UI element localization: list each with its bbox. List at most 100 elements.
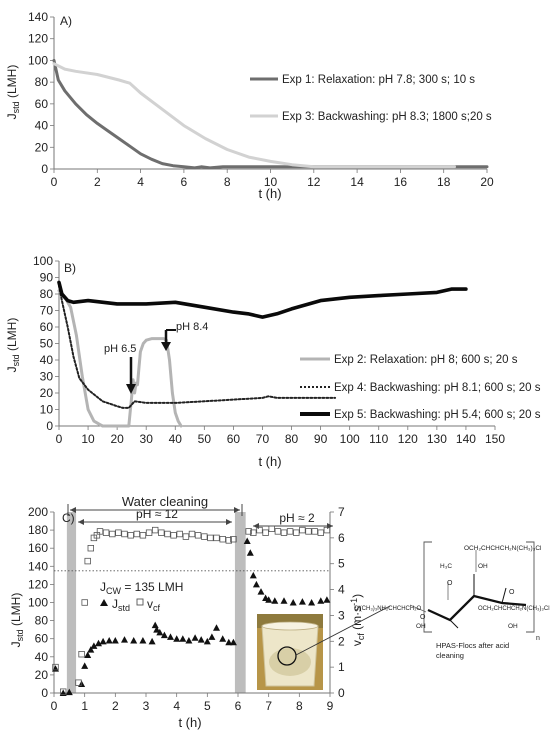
structure-label-n: n <box>536 635 540 642</box>
vcf-point <box>84 557 91 565</box>
bracket-ph2-arrow-left <box>253 523 259 529</box>
jstd-point <box>167 633 174 640</box>
vcf-point <box>250 529 257 536</box>
jstd-point <box>280 597 288 604</box>
legend-label-exp3: Exp 3: Backwashing: pH 8.3; 1800 s;20 s <box>282 111 492 123</box>
jstd-point <box>87 646 95 653</box>
inset-photo <box>257 605 391 690</box>
jstd-point <box>173 635 181 642</box>
panel-a-y-tick-label: 20 <box>35 140 49 154</box>
jstd-point <box>156 628 164 636</box>
panel-b-x-axis-label: t (h) <box>258 454 281 469</box>
bracket-top-arrow-left <box>70 507 76 513</box>
panel-a-y-tick-label: 60 <box>35 97 49 111</box>
panel-a-x-tick-label: 10 <box>264 175 278 189</box>
jstd-point <box>84 651 92 658</box>
panel-c-y2-tick-label: 6 <box>338 531 345 545</box>
arrow-ph-8-4-head <box>161 342 171 351</box>
panel-a-y-tick-label: 0 <box>41 162 48 176</box>
panel-b-label: B) <box>64 261 76 275</box>
panel-b-y-tick-label: 80 <box>40 287 54 301</box>
jstd-point <box>139 637 147 644</box>
panel-b-x-tick-label: 150 <box>485 432 505 446</box>
panel-c-x-tick-label: 9 <box>327 699 334 713</box>
panel-c-y-tick-label: 20 <box>35 668 49 682</box>
vcf-point <box>158 529 165 536</box>
vcf-point <box>121 530 128 538</box>
inset-caption-line2: cleaning <box>436 651 464 660</box>
vcf-point <box>102 529 110 536</box>
structure-label-o3: O <box>420 614 426 621</box>
panel-c-y-tick-label: 60 <box>35 632 49 646</box>
panel-a-y-tick-label: 140 <box>28 10 48 24</box>
panel-a-label: A) <box>60 14 72 28</box>
panel-a-x-tick-label: 18 <box>437 175 451 189</box>
vcf-point <box>305 528 312 535</box>
vcf-point <box>268 525 275 532</box>
panel-a-y-tick-label: 40 <box>35 119 49 133</box>
vcf-point <box>75 679 82 686</box>
panel-b-y-tick-label: 50 <box>40 337 54 351</box>
panel-b-y-tick-label: 30 <box>40 370 54 384</box>
jstd-point <box>197 636 205 643</box>
panel-b-x-tick-label: 80 <box>285 432 299 446</box>
structure-label-o2: O <box>509 589 515 596</box>
jstd-point <box>153 626 161 633</box>
vcf-point <box>194 532 202 539</box>
panel-b-x-tick-label: 120 <box>398 432 418 446</box>
vcf-point <box>219 536 226 543</box>
jstd-point <box>213 624 220 631</box>
panel-b-y-tick-label: 10 <box>40 403 54 417</box>
panel-a: A) 0 20 40 60 80 100 120 140 0 2 4 6 8 10 12 14 16 18 20 t… <box>5 10 494 201</box>
jstd-point <box>130 637 138 644</box>
jstd-point <box>317 597 325 604</box>
jstd-point <box>298 598 306 605</box>
jstd-point <box>229 638 237 646</box>
panel-b-x-tick-label: 110 <box>369 432 388 446</box>
panel-c-y2-tick-label: 7 <box>338 505 345 519</box>
jstd-point <box>95 639 102 647</box>
jstd-point <box>81 662 89 669</box>
panel-a-x-tick-label: 0 <box>51 175 58 189</box>
jstd-point <box>271 597 279 604</box>
cleaning-bar-1 <box>66 512 77 693</box>
vcf-point <box>139 532 147 539</box>
panel-b-x-tick-label: 60 <box>227 432 241 446</box>
panel-c-y-tick-label: 140 <box>28 559 48 573</box>
vcf-point <box>151 526 159 534</box>
vcf-point <box>274 528 282 535</box>
vcf-point <box>52 663 59 671</box>
panel-a-x-tick-label: 6 <box>181 175 188 189</box>
annotation-ph-2: pH ≈ 2 <box>279 511 315 525</box>
jstd-point <box>105 637 113 644</box>
jstd-point <box>160 631 168 639</box>
structure-label-oh-right: OH <box>508 623 518 630</box>
jstd-point <box>99 637 107 645</box>
panel-a-series-line-2 <box>52 62 456 169</box>
structure-bracket-left <box>423 541 432 633</box>
panel-c-y-tick-label: 100 <box>28 596 48 610</box>
vcf-point <box>127 532 134 539</box>
vcf-point <box>311 528 318 535</box>
panel-c-x-tick-label: 2 <box>112 699 119 713</box>
panel-b-x-tick-label: 40 <box>169 432 183 446</box>
legend-marker-vcf <box>136 598 144 606</box>
structure-label-oh-left: OH <box>416 623 426 630</box>
vcf-point <box>87 545 94 552</box>
jstd-point <box>246 549 254 556</box>
jstd-point <box>148 637 156 645</box>
vcf-point <box>245 528 252 535</box>
panel-b-y-tick-label: 40 <box>40 353 54 367</box>
panel-c-y2-axis-label: vcf (m·s-1) <box>349 594 366 646</box>
bracket-ph12-arrow-left <box>78 519 84 525</box>
panel-c-x-tick-label: 4 <box>173 699 180 713</box>
panel-b-x-tick-label: 30 <box>140 432 154 446</box>
panel-b: B) 0 10 20 30 40 50 60 70 80 90 100 0 10 20 30 40 50 60 70… <box>5 254 541 469</box>
inset-floc-highlight-circle <box>277 646 297 666</box>
panel-b-y-tick-label: 90 <box>40 271 54 285</box>
vcf-point <box>299 526 306 534</box>
panel-b-y-tick-label: 60 <box>40 320 54 334</box>
